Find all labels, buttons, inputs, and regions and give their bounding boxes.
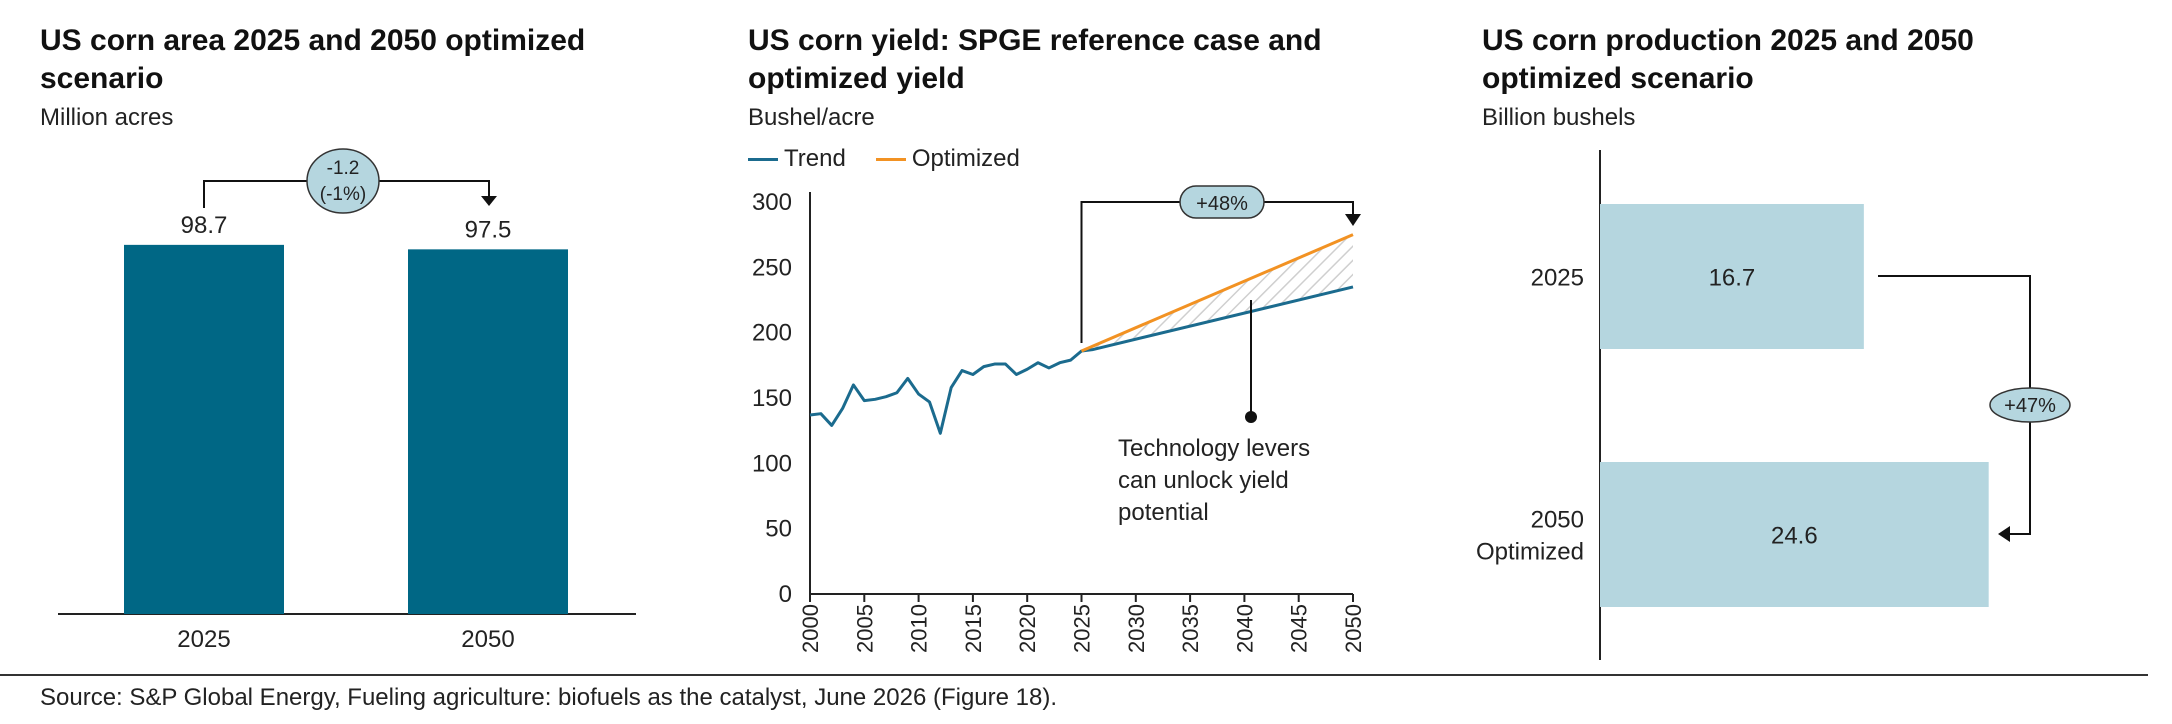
chart3-bar-0 bbox=[1600, 204, 1864, 349]
chart2-x-tick-label-2005: 2005 bbox=[852, 604, 877, 653]
chart2-x-tick-label-2015: 2015 bbox=[961, 604, 986, 653]
chart3-title: US corn production 2025 and 2050 optimiz… bbox=[1482, 24, 1974, 95]
legend-swatch-optimized bbox=[875, 157, 906, 161]
chart2-y-tick-label-50: 50 bbox=[765, 516, 792, 543]
chart1-category-label-2050: 2050 bbox=[461, 626, 514, 653]
chart2-y-tick-label-100: 100 bbox=[752, 450, 792, 477]
chart2-callout-text-line-0: Technology levers bbox=[1118, 435, 1310, 462]
chart1-category-label-2025: 2025 bbox=[177, 626, 230, 653]
chart2-series-optimized bbox=[1080, 233, 1354, 353]
chart1-bar-2025 bbox=[124, 244, 284, 614]
chart2-area: 0 50 100 150 200 250 300 2000 2005 2010 2015 2020 20… bbox=[752, 185, 1366, 653]
chart3-change-value: +47% bbox=[2004, 395, 2056, 417]
footer-divider bbox=[0, 674, 2148, 676]
chart3-bar-1 bbox=[1600, 462, 1989, 607]
legend-item-trend: Trend bbox=[748, 145, 846, 173]
chart2-title: US corn yield: SPGE reference case and o… bbox=[748, 24, 1322, 95]
chart2-bracket-arrow bbox=[1345, 214, 1361, 226]
chart1-change-pill bbox=[306, 148, 380, 214]
chart2-y-tick-label-150: 150 bbox=[752, 385, 792, 412]
chart2-x-tick-label-2000: 2000 bbox=[798, 604, 823, 653]
chart1-value-label-2050: 97.5 bbox=[465, 216, 512, 243]
chart2-y-tick-label-200: 200 bbox=[752, 320, 792, 347]
chart1-value-label-2025: 98.7 bbox=[181, 212, 228, 239]
chart3-category-label-1-1: Optimized bbox=[1476, 539, 1584, 566]
chart2-callout-text-line-2: potential bbox=[1118, 499, 1209, 526]
chart2-x-tick-label-2035: 2035 bbox=[1178, 604, 1203, 653]
chart3-value-label-0: 16.7 bbox=[1709, 265, 1756, 292]
chart2-x-tick-label-2050: 2050 bbox=[1341, 604, 1366, 653]
chart2-x-tick-label-2010: 2010 bbox=[907, 604, 932, 653]
chart3-change-pill bbox=[1989, 387, 2071, 423]
source-note: Source: S&P Global Energy, Fueling agric… bbox=[40, 684, 1057, 711]
chart1-change-percent: (-1%) bbox=[320, 184, 366, 205]
chart1-change-value: -1.2 bbox=[327, 158, 360, 179]
chart2-series-trend bbox=[809, 285, 1354, 435]
chart2-legend: Trend Optimized bbox=[748, 145, 1050, 173]
chart1-bracket-arrow bbox=[481, 196, 497, 206]
chart2-callout-dot bbox=[1245, 411, 1257, 423]
chart2-x-tick-label-2020: 2020 bbox=[1015, 604, 1040, 653]
chart3-value-label-1: 24.6 bbox=[1771, 523, 1818, 550]
chart2-y-tick-label-0: 0 bbox=[779, 581, 792, 608]
chart2-y-tick-label-250: 250 bbox=[752, 254, 792, 281]
chart3-category-label-0-0: 2025 bbox=[1531, 265, 1584, 292]
chart2-x-tick-label-2030: 2030 bbox=[1124, 604, 1149, 653]
chart2-change-pill bbox=[1179, 185, 1265, 219]
chart2-subtitle: Bushel/acre bbox=[748, 104, 875, 131]
chart3-category-label-1-0: 2050 bbox=[1531, 507, 1584, 534]
chart2-change-value: +48% bbox=[1196, 193, 1248, 215]
chart1-subtitle: Million acres bbox=[40, 104, 174, 131]
chart1-title: US corn area 2025 and 2050 optimized sce… bbox=[40, 24, 586, 95]
chart3-connector-arrow bbox=[1998, 526, 2010, 542]
legend-label-trend: Trend bbox=[784, 145, 846, 172]
legend-swatch-trend bbox=[748, 157, 778, 161]
chart1-bar-2050 bbox=[408, 249, 568, 614]
legend-item-optimized: Optimized bbox=[875, 145, 1020, 173]
chart3-area: 16.7 2025 24.6 2050 Optimized +47% bbox=[1476, 150, 2071, 660]
chart3-subtitle: Billion bushels bbox=[1482, 104, 1636, 131]
chart2-x-tick-label-2045: 2045 bbox=[1287, 604, 1312, 653]
chart2-x-tick-label-2025: 2025 bbox=[1070, 604, 1095, 653]
legend-label-optimized: Optimized bbox=[911, 145, 1020, 172]
chart2-x-tick-label-2040: 2040 bbox=[1232, 604, 1257, 653]
chart2-callout-text-line-1: can unlock yield bbox=[1118, 467, 1289, 494]
chart1-area: 98.7 2025 97.5 2050 -1.2 (-1%) bbox=[58, 148, 636, 653]
chart2-y-tick-label-300: 300 bbox=[752, 189, 792, 216]
